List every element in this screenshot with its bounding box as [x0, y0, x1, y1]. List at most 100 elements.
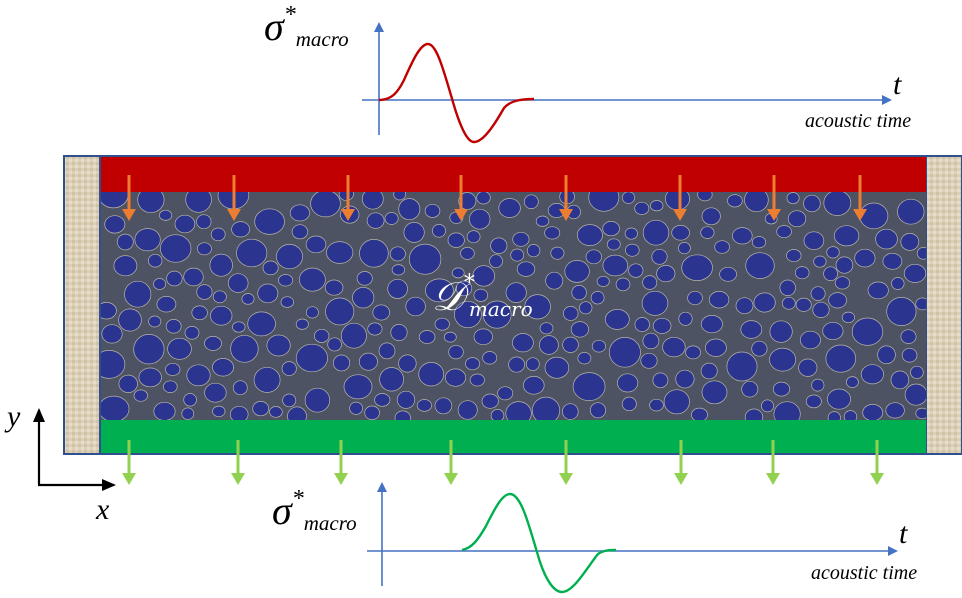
- grain-particle: [786, 249, 802, 263]
- left-wall: [65, 157, 100, 453]
- grain-particle: [280, 296, 294, 308]
- domain-label: 𝒟*macro: [432, 271, 533, 321]
- grain-particle: [384, 212, 399, 225]
- grain-particle: [652, 372, 669, 389]
- grain-particle: [591, 339, 606, 353]
- grain-particle: [133, 389, 148, 402]
- grain-particle: [133, 334, 165, 365]
- grain-particle: [846, 376, 859, 388]
- grain-particle: [366, 212, 385, 229]
- grain-particle: [615, 277, 631, 292]
- grain-particle: [241, 293, 255, 305]
- grain-particle: [745, 252, 775, 279]
- grain-particle: [691, 407, 708, 420]
- grain-particle: [910, 365, 924, 379]
- grain-particle: [183, 267, 204, 287]
- grain-particle: [794, 266, 810, 280]
- grain-particle: [606, 238, 621, 251]
- grain-particle: [787, 210, 807, 228]
- specimen: [63, 155, 962, 455]
- bottom-load-arrow-head: [334, 473, 348, 485]
- grain-particle: [735, 297, 754, 315]
- grain-particle: [823, 266, 838, 281]
- grain-particle: [823, 192, 852, 216]
- grain-particle: [454, 300, 482, 329]
- grain-particle: [236, 238, 268, 268]
- grain-particle: [572, 372, 606, 401]
- grain-particle: [247, 311, 276, 337]
- top-load-arrow-head: [341, 209, 355, 221]
- grain-particle: [539, 322, 554, 335]
- grain-particle: [390, 324, 408, 341]
- top-load-arrow-head: [853, 209, 867, 221]
- grain-particle: [732, 227, 753, 245]
- grain-particle: [772, 381, 791, 397]
- grain-particle: [403, 222, 425, 243]
- grain-particle: [326, 241, 354, 264]
- grain-particle: [394, 410, 411, 420]
- grain-particle: [209, 253, 233, 277]
- grain-particle: [113, 255, 138, 277]
- grain-particle: [624, 227, 638, 240]
- grain-particle: [398, 354, 417, 373]
- grain-particle: [338, 192, 354, 201]
- grain-particle: [705, 338, 727, 357]
- grain-particle: [701, 207, 721, 226]
- top-acoustic-time-label: acoustic time: [805, 110, 912, 132]
- grain-particle: [744, 192, 769, 213]
- grain-particle: [859, 202, 889, 230]
- grain-particle: [457, 400, 478, 420]
- grain-particle: [184, 326, 200, 340]
- grain-particle: [374, 393, 391, 407]
- bottom-stress-pulse-curve: [461, 492, 617, 594]
- grain-particle: [786, 192, 800, 205]
- grain-particle: [183, 393, 197, 407]
- grain-particle: [596, 275, 610, 287]
- grain-particle: [104, 215, 126, 234]
- grain-particle: [531, 396, 561, 420]
- grain-particle: [451, 267, 465, 279]
- grain-particle: [340, 322, 367, 349]
- grain-particle: [472, 265, 495, 287]
- grain-particle: [482, 351, 498, 365]
- grain-particle: [773, 401, 801, 420]
- y-axis-label: y: [7, 400, 21, 433]
- grain-particle: [276, 244, 303, 270]
- grain-particle: [278, 274, 294, 287]
- granular-particles: [101, 192, 926, 420]
- grain-particle: [803, 231, 825, 250]
- grain-particle: [708, 291, 730, 309]
- grain-particle: [210, 227, 226, 242]
- grain-particle: [727, 194, 743, 208]
- grain-particle: [460, 247, 475, 260]
- grain-particle: [305, 235, 327, 254]
- grain-particle: [576, 224, 603, 246]
- grain-particle: [671, 225, 690, 241]
- grain-particle: [642, 275, 658, 290]
- grain-particle: [795, 297, 812, 312]
- grain-particle: [343, 374, 373, 400]
- grain-particle: [204, 382, 227, 403]
- grain-particle: [897, 198, 925, 225]
- grain-particle: [101, 324, 123, 344]
- grain-particle: [232, 321, 246, 333]
- grain-particle: [358, 352, 378, 371]
- grain-particle: [744, 408, 764, 420]
- grain-particle: [656, 265, 676, 283]
- grain-particle: [352, 287, 375, 309]
- grain-particle: [118, 308, 142, 332]
- grain-particle: [642, 219, 670, 246]
- grain-particle: [101, 302, 117, 320]
- grain-particle: [137, 192, 165, 214]
- grain-particle: [498, 198, 521, 218]
- grain-particle: [769, 347, 797, 372]
- grain-particle: [269, 406, 283, 418]
- bottom-acoustic-time-label: acoustic time: [811, 562, 918, 584]
- grain-particle: [550, 246, 565, 260]
- grain-particle: [510, 248, 525, 262]
- grain-particle: [448, 344, 464, 360]
- grain-particle: [579, 301, 593, 315]
- grain-particle: [828, 292, 847, 309]
- grain-particle: [165, 319, 182, 334]
